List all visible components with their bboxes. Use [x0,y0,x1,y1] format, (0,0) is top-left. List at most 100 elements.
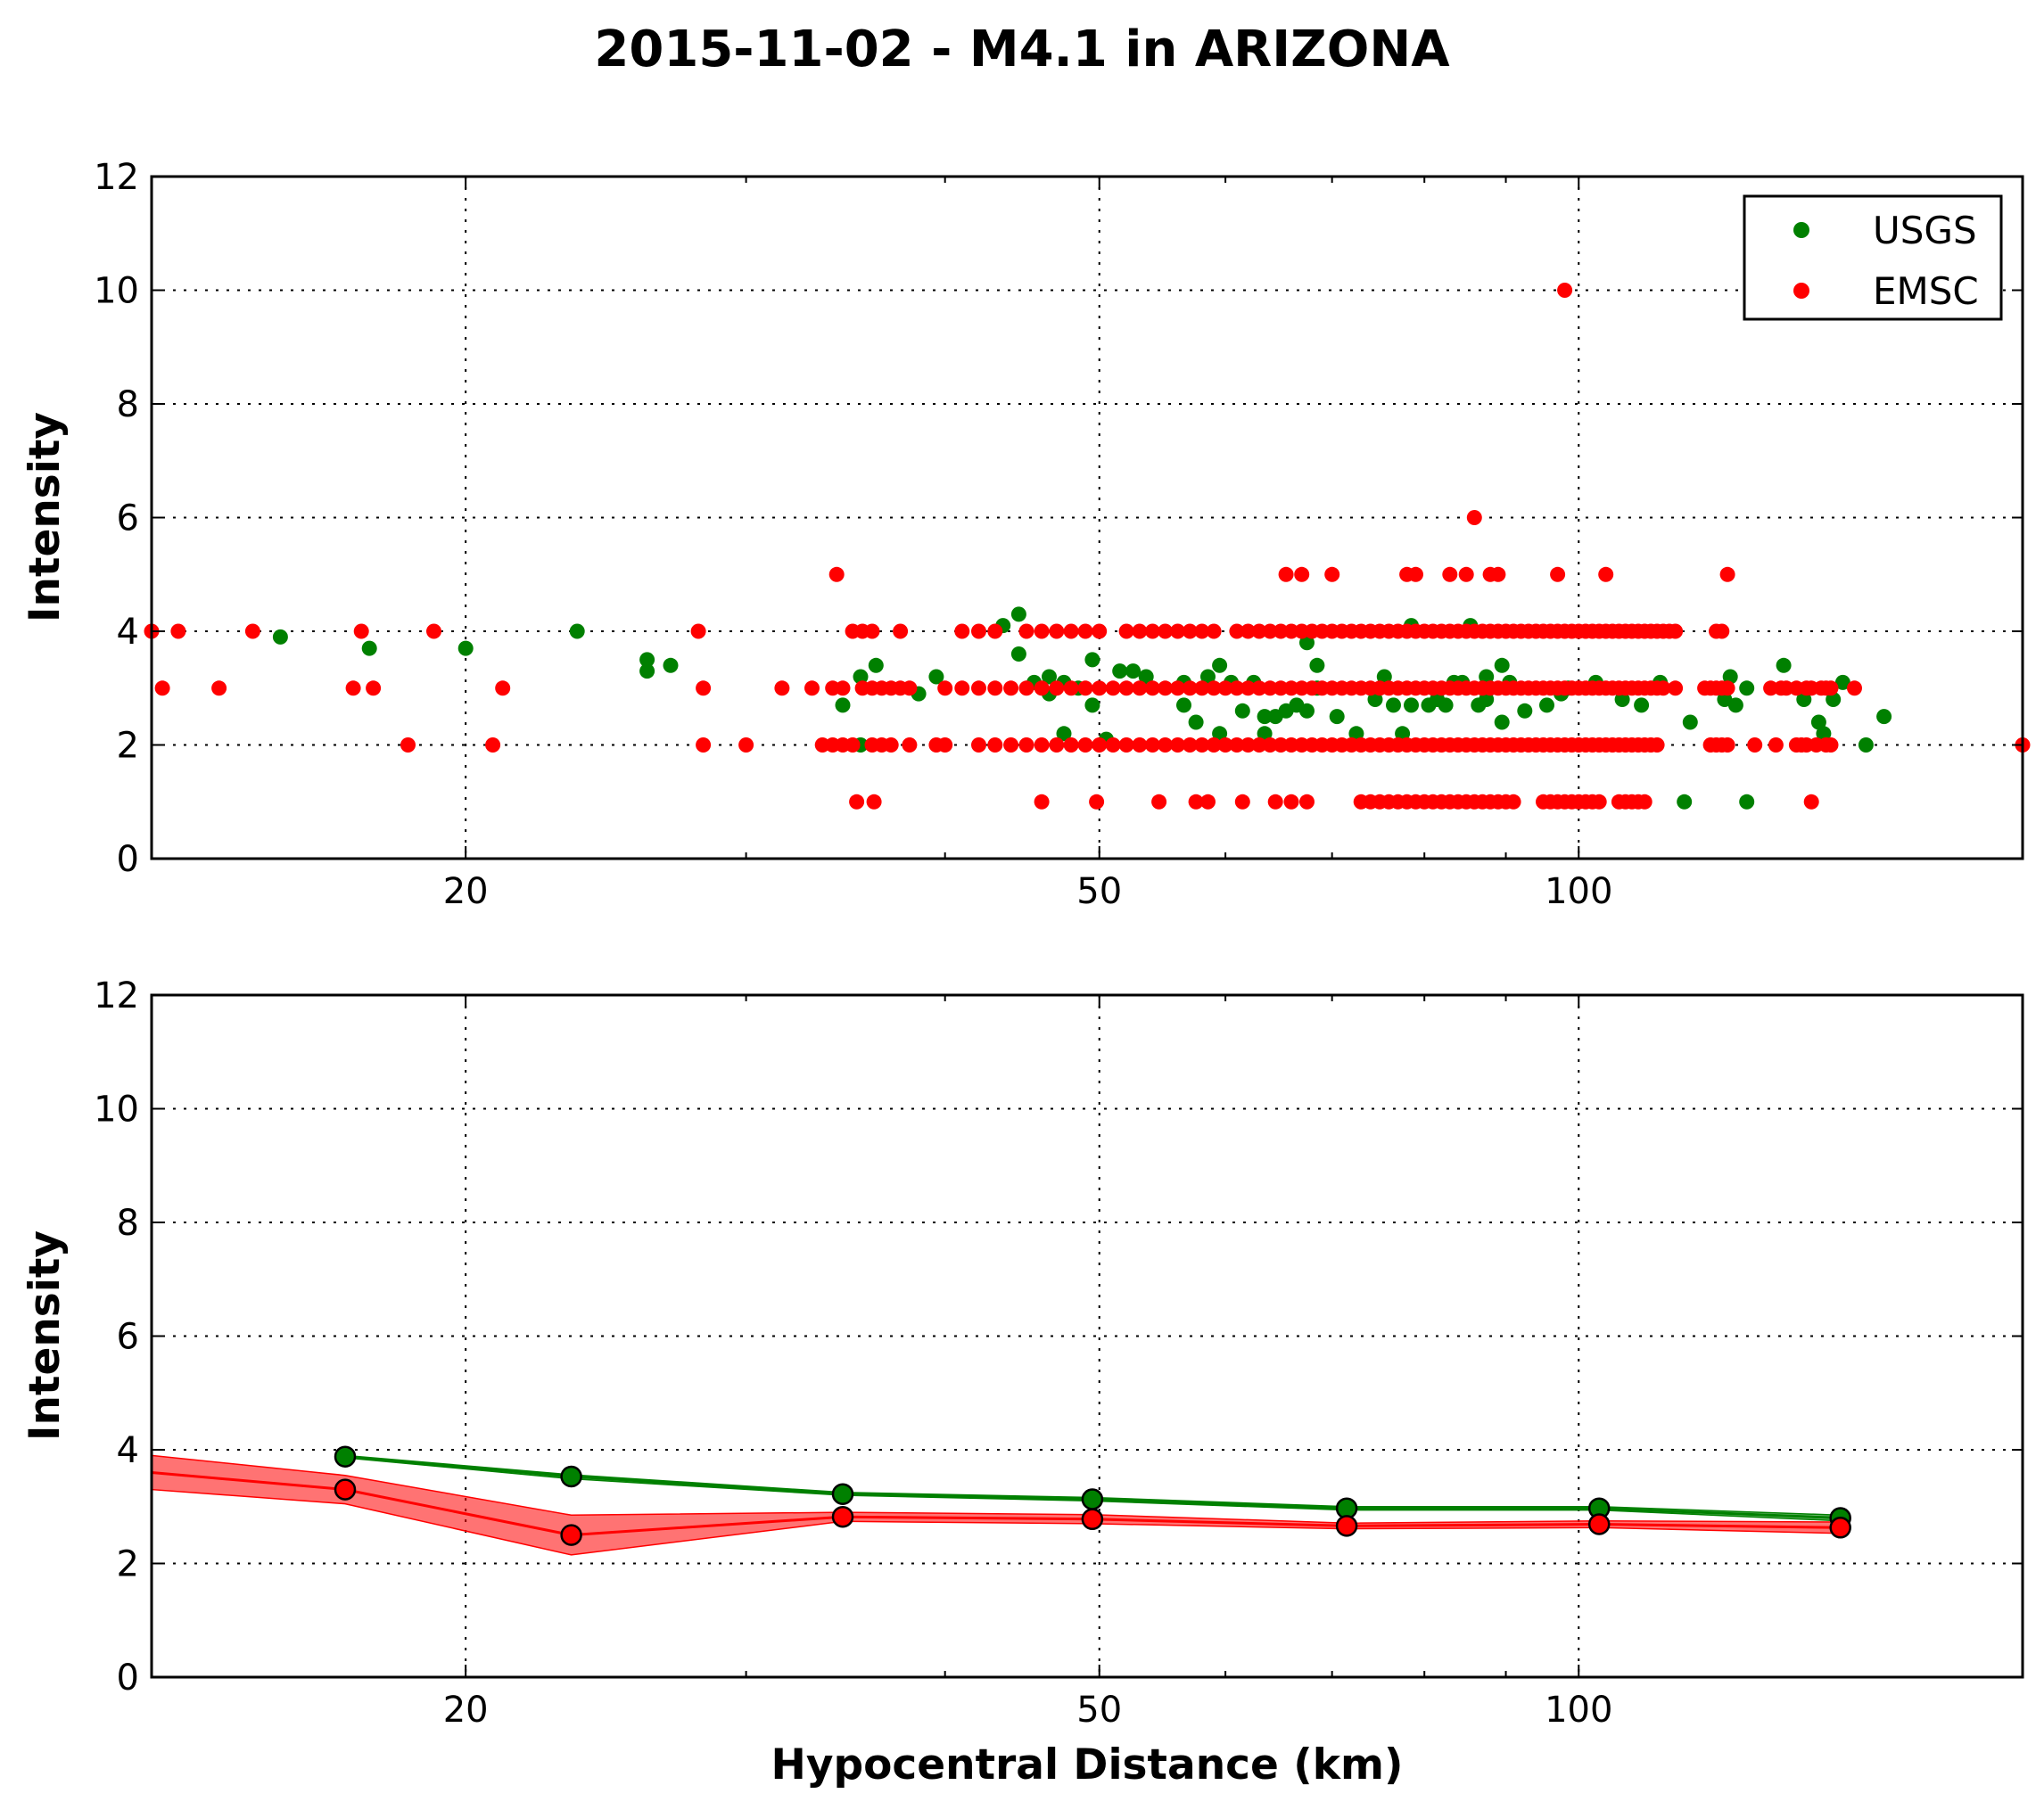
legend-label-usgs: USGS [1873,209,1977,252]
point-usgs [1299,635,1315,651]
point-emsc [1118,623,1134,639]
point-emsc [1034,737,1050,753]
legend-marker-usgs [1793,222,1809,238]
point-usgs [457,640,474,656]
point-usgs [1717,692,1733,707]
point-usgs [639,663,655,679]
point-emsc [1251,623,1267,639]
point-emsc [774,680,790,696]
point-usgs [1257,726,1273,742]
point-usgs [928,669,944,685]
point-emsc [937,737,953,753]
point-usgs [1634,697,1650,713]
point-emsc [987,623,1003,639]
point-usgs [1494,714,1510,730]
y-axis-label: Intensity [21,1230,70,1441]
point-usgs [1212,657,1228,673]
point-emsc [1649,737,1665,753]
y-tick-label: 0 [117,1658,139,1699]
point-emsc [1182,680,1198,696]
point-emsc [1063,623,1079,639]
point-emsc [1283,737,1299,753]
point-usgs [663,657,679,673]
y-tick-label: 2 [117,1544,139,1585]
y-tick-label: 4 [117,612,139,653]
y-axis-label: Intensity [21,412,70,622]
point-emsc [1668,623,1684,639]
marker-usgs [334,1445,357,1468]
point-usgs [1348,726,1364,742]
point-emsc [1299,794,1315,810]
point-emsc [866,794,882,810]
point-emsc [1003,737,1019,753]
y-tick-label: 10 [94,271,139,312]
point-usgs [853,669,869,685]
point-emsc [1158,737,1174,753]
point-emsc [1077,623,1093,639]
point-emsc [1490,566,1506,582]
point-usgs [1084,652,1100,668]
legend: USGS EMSC [1743,194,2003,321]
point-usgs [1727,697,1743,713]
point-usgs [1234,703,1250,719]
point-emsc [1049,680,1065,696]
point-emsc [804,680,820,696]
point-emsc [987,737,1003,753]
point-emsc [1273,623,1289,639]
point-emsc [828,566,845,582]
point-usgs [1376,669,1392,685]
x-tick-label: 50 [1076,871,1122,912]
point-emsc [1747,737,1763,753]
point-emsc [1466,510,1482,525]
point-usgs [639,652,655,668]
point-emsc [1251,680,1267,696]
point-emsc [1324,566,1340,582]
point-usgs [1010,646,1026,662]
point-emsc [1105,680,1121,696]
point-emsc [690,623,706,639]
x-tick-label: 100 [1545,1690,1612,1731]
point-usgs [1138,669,1154,685]
point-emsc [1251,737,1267,753]
point-emsc [1719,680,1735,696]
point-emsc [1273,680,1289,696]
point-usgs [361,640,377,656]
point-emsc [1636,794,1653,810]
point-emsc [1105,737,1121,753]
point-emsc [366,680,382,696]
point-emsc [1118,680,1134,696]
point-usgs [1858,737,1874,753]
point-emsc [1077,680,1093,696]
point-emsc [1240,680,1256,696]
point-emsc [1018,737,1034,753]
y-tick-label: 0 [117,839,139,880]
point-emsc [1823,737,1839,753]
point-usgs [569,623,585,639]
point-emsc [1089,794,1105,810]
point-emsc [1768,737,1784,753]
point-emsc [400,737,416,753]
point-emsc [902,737,918,753]
point-emsc [987,680,1003,696]
point-emsc [1063,680,1079,696]
point-emsc [345,680,361,696]
point-emsc [1063,737,1079,753]
line-emsc [151,1471,1841,1537]
point-usgs [1367,692,1383,707]
point-emsc [1719,737,1735,753]
point-emsc [154,680,170,696]
point-usgs [1056,726,1072,742]
point-emsc [1655,680,1671,696]
point-emsc [1132,680,1148,696]
point-usgs [1176,697,1191,713]
point-usgs [1042,669,1057,685]
point-usgs [868,657,884,673]
point-emsc [1182,623,1198,639]
point-emsc [1151,794,1167,810]
point-usgs [1257,709,1273,725]
point-emsc [1240,737,1256,753]
marker-emsc [831,1505,854,1528]
point-emsc [1206,680,1222,696]
point-emsc [845,737,861,753]
point-emsc [1442,566,1458,582]
